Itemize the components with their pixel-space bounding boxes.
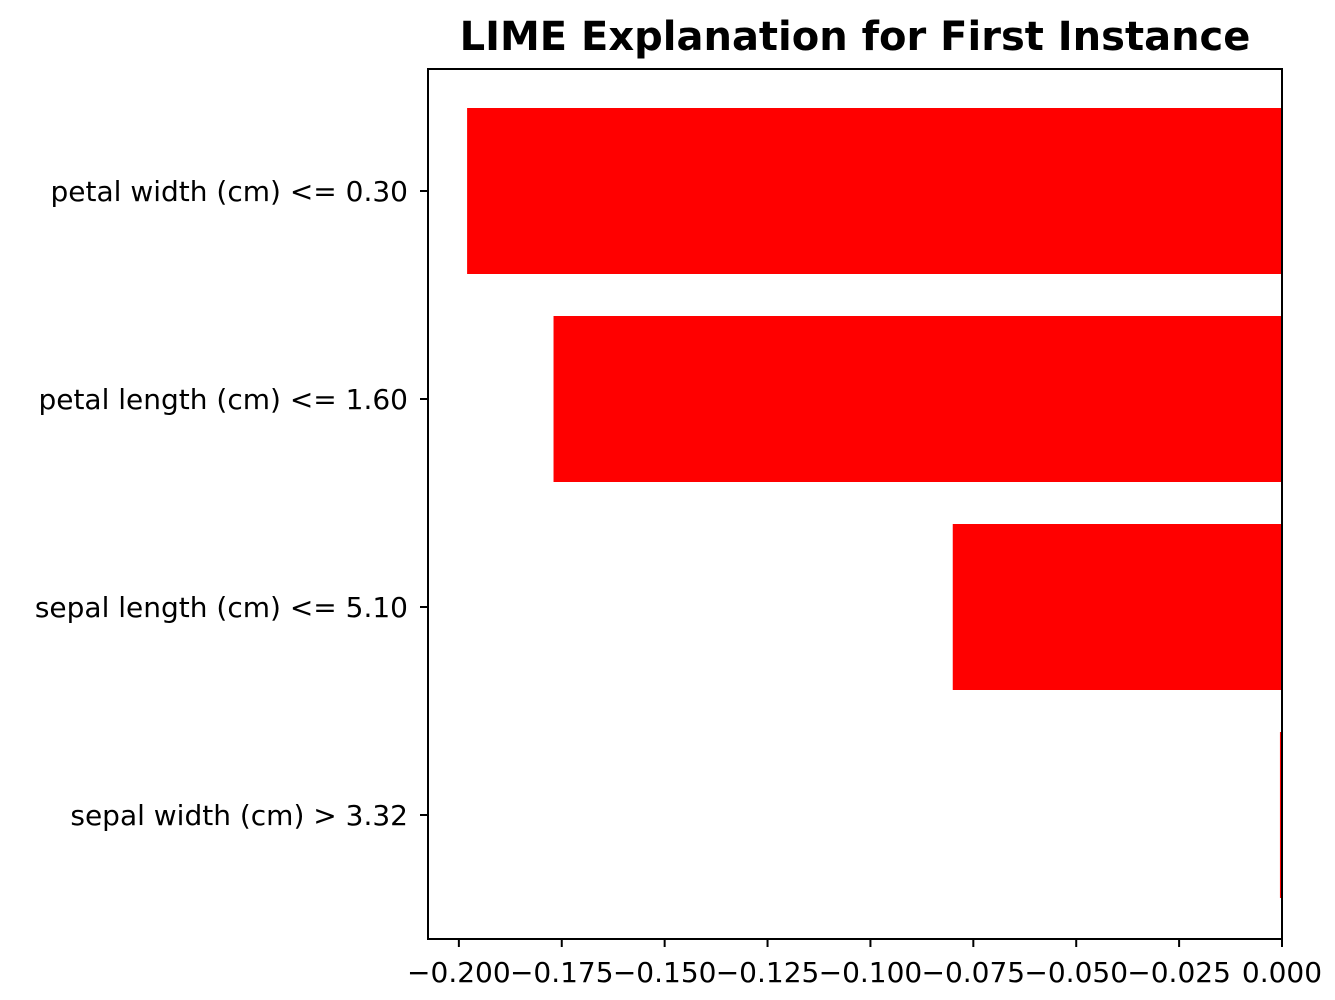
bar-3 (952, 524, 1282, 690)
bars-layer (467, 108, 1283, 898)
x-tick-label: −0.100 (819, 956, 923, 989)
x-tick-label: −0.025 (1127, 956, 1231, 989)
x-tick-label: −0.175 (510, 956, 614, 989)
x-tick-label: −0.150 (613, 956, 717, 989)
y-tick-label: sepal length (cm) <= 5.10 (35, 591, 408, 624)
x-tick-label: −0.075 (922, 956, 1026, 989)
x-axis: −0.200 −0.175 −0.150 −0.125 −0.100 −0.075 −0.0… (407, 939, 1322, 989)
y-tick-label: sepal width (cm) > 3.32 (70, 799, 408, 832)
bar-4 (1279, 732, 1282, 898)
y-axis: petal width (cm) <= 0.30 petal length (cm… (35, 175, 428, 832)
y-tick-label: petal width (cm) <= 0.30 (51, 175, 408, 208)
plot-frame (427, 68, 1283, 940)
bar-2 (553, 316, 1282, 482)
y-tick-label: petal length (cm) <= 1.60 (38, 383, 408, 416)
bar-1 (467, 108, 1283, 274)
x-tick-label: 0.000 (1242, 956, 1322, 989)
x-tick-label: −0.050 (1024, 956, 1128, 989)
chart-title: LIME Explanation for First Instance (460, 14, 1251, 60)
x-tick-label: −0.200 (407, 956, 511, 989)
x-tick-label: −0.125 (716, 956, 820, 989)
